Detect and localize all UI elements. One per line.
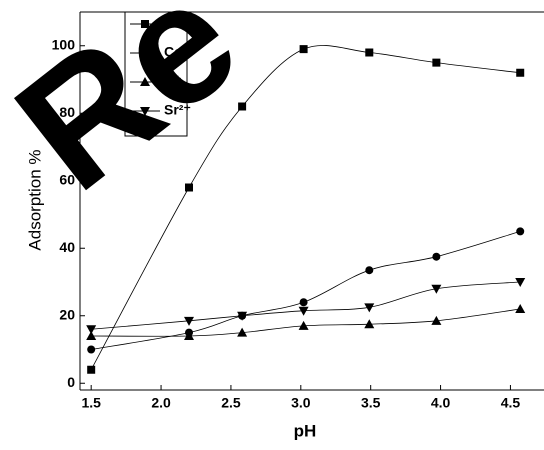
marker (184, 331, 195, 340)
marker (184, 316, 195, 326)
marker (141, 20, 149, 28)
marker (432, 58, 441, 67)
marker (140, 77, 150, 86)
marker (432, 252, 441, 261)
marker (140, 107, 150, 116)
x-tick-label: 1.5 (81, 395, 101, 411)
marker (238, 102, 247, 111)
x-tick-label: 4.5 (501, 395, 521, 411)
marker (87, 345, 96, 354)
marker (364, 303, 375, 313)
legend-label: Cs⁺ (164, 15, 189, 31)
marker (86, 325, 97, 335)
x-tick-label: 3.5 (361, 395, 381, 411)
marker (87, 365, 96, 374)
marker (515, 304, 526, 313)
marker (237, 327, 248, 337)
marker (515, 278, 526, 287)
legend-box (124, 11, 188, 137)
y-axis-label: Adsorption % (25, 149, 44, 250)
x-tick-label: 2.0 (151, 395, 171, 411)
series-line (91, 308, 521, 337)
marker (299, 298, 308, 307)
marker (86, 331, 97, 340)
marker (299, 45, 308, 54)
marker (431, 315, 442, 325)
x-tick-label: 4.0 (431, 395, 451, 411)
x-tick-label: 2.5 (221, 395, 241, 411)
y-tick-label: 40 (59, 239, 75, 255)
x-axis-label: pH (294, 421, 317, 440)
y-tick-label: 80 (59, 104, 75, 120)
y-tick-label: 100 (52, 36, 76, 52)
marker (298, 320, 309, 330)
x-tick-label: 3.0 (291, 395, 311, 411)
marker (237, 311, 248, 321)
y-tick-label: 0 (67, 374, 75, 390)
marker (185, 183, 194, 192)
legend-label: H⁺ (164, 73, 182, 89)
marker (298, 306, 309, 316)
marker (365, 48, 374, 57)
y-tick-label: 20 (59, 306, 75, 322)
marker (516, 227, 525, 236)
legend-label: Co²⁺ (164, 44, 195, 60)
marker (364, 319, 375, 329)
marker (141, 49, 149, 57)
marker (365, 266, 374, 275)
legend-label: Sr²⁺ (164, 102, 191, 118)
marker (516, 68, 525, 77)
marker (431, 284, 442, 294)
y-tick-label: 60 (59, 171, 75, 187)
